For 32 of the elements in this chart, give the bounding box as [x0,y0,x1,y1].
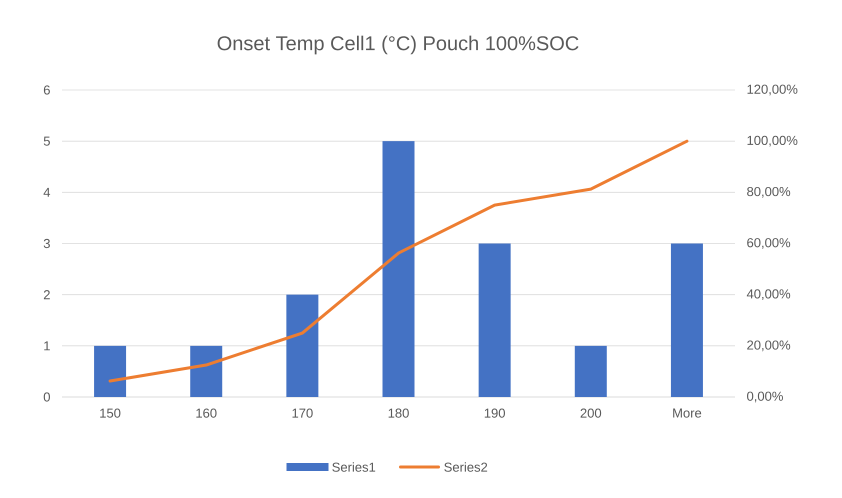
y2-tick-label: 20,00% [747,340,790,352]
y-tick-label: 1 [44,341,50,350]
x-tick-label: 190 [484,408,505,418]
y-tick-label: 5 [44,136,50,146]
y2-tick-label: 80,00% [747,186,790,198]
legend-label: Series1 [332,462,376,472]
x-tick-label: 150 [100,408,120,418]
x-tick-label: 200 [580,408,602,418]
bar [574,346,607,397]
x-tick-label: 180 [388,408,409,418]
y-tick-label: 3 [44,238,50,248]
y2-tick-label: 120,00% [748,84,798,96]
legend-label: Series2 [444,462,488,472]
x-tick-label: 170 [292,408,313,418]
bar [286,294,318,397]
y2-tick-label: 0,00% [747,392,783,402]
y2-tick-label: 40,00% [746,289,790,300]
y2-tick-label: 100,00% [748,136,798,147]
y-tick-label: 0 [44,392,50,402]
chart-title: Onset Temp Cell1 (°C) Pouch 100%SOC [218,36,578,54]
bar [670,244,703,397]
y-tick-label: 6 [44,85,50,95]
bar [382,141,415,397]
bar [94,346,126,397]
bar [478,244,511,397]
bar [190,346,222,397]
y2-tick-label: 60,00% [747,238,790,249]
line-series [108,140,688,383]
x-tick-label: More [673,408,702,418]
y-tick-label: 4 [44,188,50,197]
y-tick-label: 2 [44,290,50,300]
x-tick-label: 160 [196,408,217,418]
